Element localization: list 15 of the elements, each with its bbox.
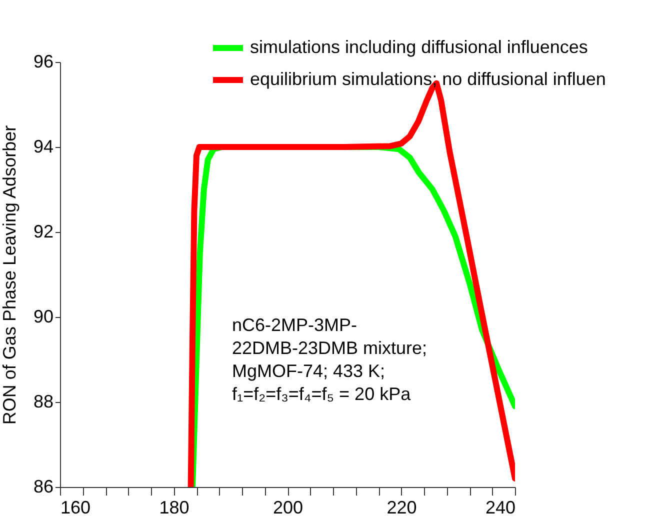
y-tick-label: 94 xyxy=(33,136,54,156)
y-tick-label: 90 xyxy=(33,306,54,326)
x-tick-label: 220 xyxy=(386,498,417,518)
y-tick-label: 88 xyxy=(33,392,54,412)
x-tick-label: 200 xyxy=(272,498,304,518)
y-tick-label: 86 xyxy=(33,476,54,496)
y-tick-label: 96 xyxy=(33,52,54,72)
x-tick-label: 240 xyxy=(485,498,516,518)
x-tick-label: 180 xyxy=(159,498,190,518)
legend-label: simulations including diffusional influences xyxy=(250,37,588,57)
y-tick-label: 92 xyxy=(33,222,54,242)
annotation: nC6-2MP-3MP- 22DMB-23DMB mixture; MgMOF-74; 433 K; f₁=f₂=f₃=f₄=f₅ = 20 kPa xyxy=(232,315,428,404)
legend-label: equilibrium simulations; no diffusional influen xyxy=(250,69,606,89)
x-tick-label: 160 xyxy=(60,498,91,518)
y-axis-title: RON of Gas Phase Leaving Adsorber xyxy=(0,125,20,425)
